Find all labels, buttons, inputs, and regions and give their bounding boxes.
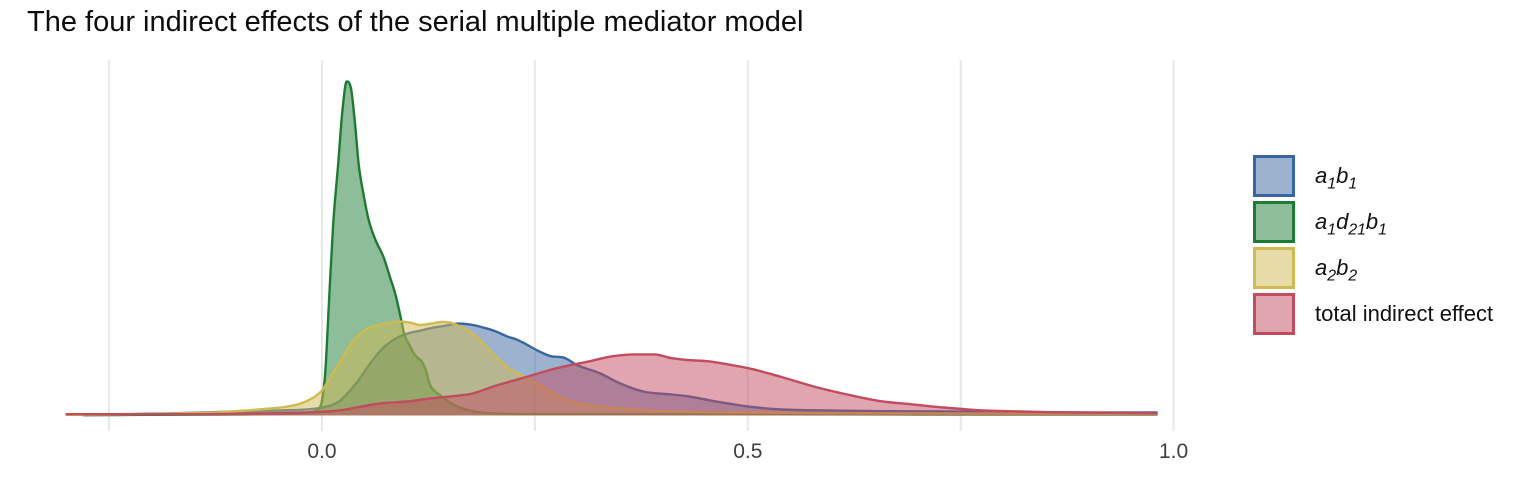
- legend-label-a1b1: a1b1: [1315, 163, 1358, 193]
- legend-item-total: total indirect effect: [1253, 293, 1493, 335]
- x-tick-label: 1.0: [1159, 440, 1188, 463]
- legend-swatch-a1b1: [1253, 155, 1295, 197]
- density-area-a1d21b1: [83, 81, 1157, 416]
- density-curve-total: [65, 353, 1158, 416]
- legend-label-total: total indirect effect: [1315, 301, 1494, 326]
- legend-label-a1d21b1: a1d21b1: [1315, 209, 1387, 239]
- legend-item-a2b2: a2b2: [1253, 247, 1493, 289]
- x-tick-label: 0.0: [307, 440, 336, 463]
- legend-swatch-a1d21b1: [1253, 201, 1295, 243]
- x-tick-label: 0.5: [733, 440, 762, 463]
- legend-swatch-total: [1253, 293, 1295, 335]
- legend-item-a1b1: a1b1: [1253, 155, 1493, 197]
- legend-label-a2b2: a2b2: [1315, 255, 1358, 285]
- plot-title: The four indirect effects of the serial …: [27, 6, 804, 38]
- legend-swatch-a2b2: [1253, 247, 1295, 289]
- density-area-total: [66, 354, 1157, 416]
- density-area-a2b2: [66, 321, 1157, 416]
- legend: a1b1 a1d21b1 a2b2 total indirect effect: [1253, 155, 1493, 335]
- legend-item-a1d21b1: a1d21b1: [1253, 201, 1493, 243]
